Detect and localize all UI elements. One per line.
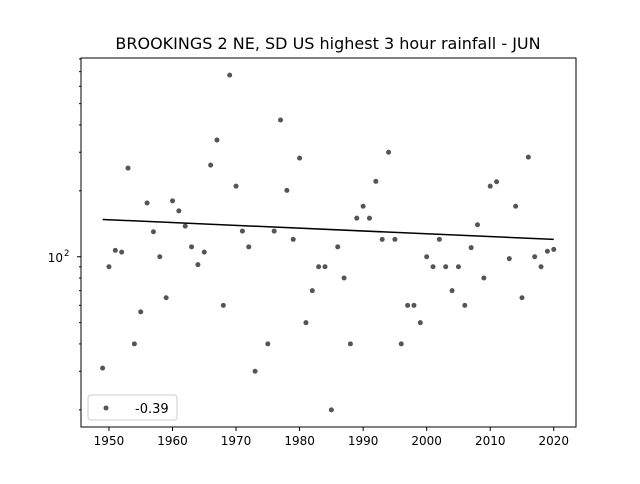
data-point <box>347 341 353 347</box>
data-point <box>417 320 423 326</box>
x-tick-label: 2000 <box>411 434 442 448</box>
data-point <box>144 200 150 206</box>
data-point <box>125 165 131 171</box>
data-point <box>341 275 347 281</box>
x-tick-label: 2010 <box>475 434 506 448</box>
y-tick-label: 10 <box>48 251 63 265</box>
legend-box <box>87 394 178 421</box>
data-point <box>398 341 404 347</box>
data-point <box>443 264 449 270</box>
data-point <box>233 183 239 189</box>
data-point <box>297 155 303 161</box>
data-point <box>386 149 392 155</box>
x-tick-label: 1990 <box>348 434 379 448</box>
data-point <box>487 183 493 189</box>
data-point <box>239 228 245 234</box>
data-point <box>227 72 233 78</box>
data-point <box>506 256 512 262</box>
data-point <box>112 247 118 253</box>
data-point <box>157 254 163 260</box>
data-point <box>119 249 125 255</box>
x-tick-label: 1980 <box>284 434 315 448</box>
data-point <box>424 254 430 260</box>
data-point <box>182 223 188 229</box>
data-point <box>309 288 315 294</box>
legend-marker <box>103 405 109 411</box>
data-point <box>436 236 442 242</box>
data-point <box>360 203 366 209</box>
data-point <box>538 264 544 270</box>
legend: -0.39 <box>87 394 178 421</box>
data-point <box>100 365 106 371</box>
x-tick-label: 1950 <box>94 434 125 448</box>
data-point <box>303 320 309 326</box>
data-point <box>284 187 290 193</box>
data-point <box>150 229 156 235</box>
trend-line <box>102 218 554 241</box>
data-point <box>449 288 455 294</box>
data-point <box>322 264 328 270</box>
plot-frame <box>80 57 577 428</box>
x-tick-label: 1960 <box>157 434 188 448</box>
chart-title: BROOKINGS 2 NE, SD US highest 3 hour rai… <box>115 34 540 53</box>
data-point <box>519 295 525 301</box>
data-point <box>246 244 252 250</box>
data-point <box>265 341 271 347</box>
data-point <box>271 228 277 234</box>
data-point <box>551 246 557 252</box>
data-point <box>208 162 214 168</box>
data-point <box>379 236 385 242</box>
data-point <box>494 179 500 185</box>
data-point <box>462 302 468 308</box>
x-tick-label: 2020 <box>538 434 569 448</box>
data-point <box>170 198 176 204</box>
data-point <box>214 137 220 143</box>
x-tick-label: 1970 <box>221 434 252 448</box>
data-point <box>411 302 417 308</box>
data-point <box>532 254 538 260</box>
data-point <box>328 407 334 413</box>
data-point <box>366 215 372 221</box>
data-point <box>354 215 360 221</box>
data-point <box>138 309 144 315</box>
data-point <box>163 295 169 301</box>
data-point <box>392 236 398 242</box>
data-point <box>468 245 474 251</box>
data-point <box>455 264 461 270</box>
data-point <box>481 275 487 281</box>
data-point <box>106 264 112 270</box>
data-point <box>189 244 195 250</box>
data-point <box>290 236 296 242</box>
data-point <box>405 302 411 308</box>
data-point <box>430 264 436 270</box>
data-point <box>335 244 341 250</box>
data-point <box>201 249 207 255</box>
data-point <box>513 203 519 209</box>
data-point <box>195 262 201 268</box>
data-point <box>131 341 137 347</box>
data-point <box>220 302 226 308</box>
data-point <box>373 178 379 184</box>
data-point <box>544 248 550 254</box>
data-point <box>316 264 322 270</box>
legend-label: -0.39 <box>135 402 169 417</box>
data-point <box>176 208 182 214</box>
y-tick-exponent: 2 <box>64 249 69 259</box>
data-point <box>252 368 258 374</box>
data-point <box>525 154 531 160</box>
data-point <box>278 117 284 123</box>
data-point <box>475 222 481 228</box>
